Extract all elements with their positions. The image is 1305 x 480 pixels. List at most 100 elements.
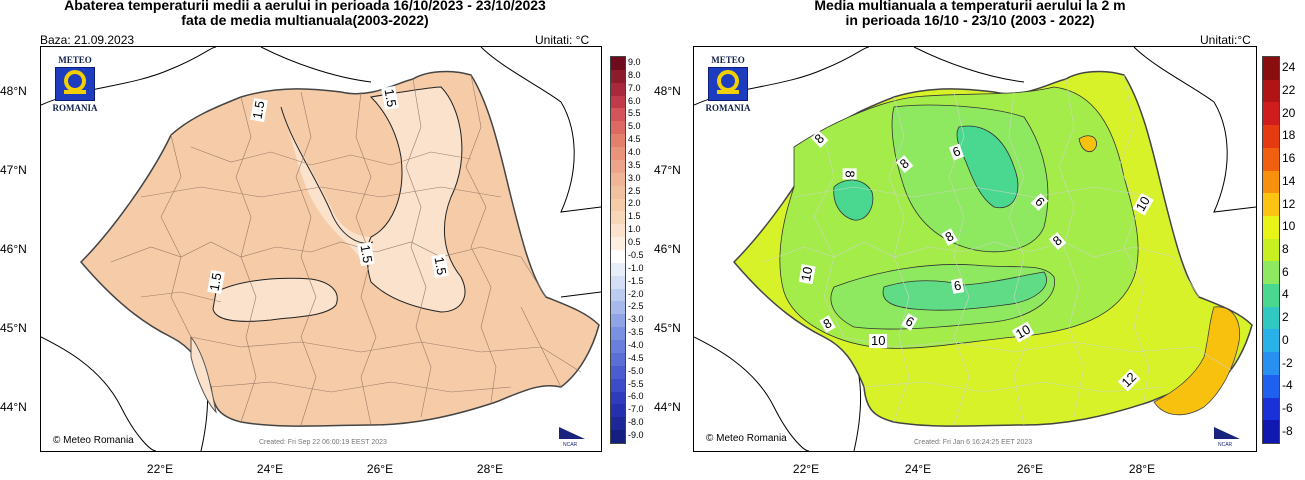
left-colorbar-labels: 9.0 8.0 7.0 6.0 5.5 5.0 4.5 4.0 3.5 3.0 2.5 2.0 1.5 1…	[628, 56, 658, 442]
right-units: Unitati:°C	[1200, 33, 1251, 47]
right-colorbar-swatch	[1263, 420, 1279, 444]
right-colorbar-swatch	[1263, 170, 1279, 194]
left-colorbar-swatch	[611, 365, 625, 380]
left-lat-48: 48°N	[0, 84, 27, 98]
right-colorbar-label: -6	[1282, 400, 1293, 415]
right-logo-top-text: METEO	[711, 55, 745, 65]
left-lat-45: 45°N	[0, 321, 27, 335]
left-colorbar-label: -5.5	[628, 378, 644, 389]
left-colorbar-label: 4.0	[628, 147, 641, 157]
right-colorbar-label: 4	[1282, 287, 1289, 302]
right-lat-46: 46°N	[654, 242, 681, 256]
right-colorbar-swatch	[1263, 102, 1279, 126]
left-colorbar-swatch	[611, 327, 625, 341]
right-colorbar-label: 20	[1282, 105, 1296, 120]
left-colorbar-swatch	[611, 314, 625, 328]
left-colorbar-swatch	[611, 69, 625, 84]
left-colorbar-swatch	[611, 121, 625, 135]
right-zone-8c	[833, 179, 874, 221]
left-colorbar-label: 9.0	[628, 56, 641, 67]
right-colorbar-label: -4	[1282, 378, 1293, 393]
left-lat-46: 46°N	[0, 242, 27, 256]
left-title-line1: Abaterea temperaturii medii a aerului in…	[64, 0, 546, 13]
left-colorbar-label: -3.0	[628, 314, 644, 325]
left-colorbar-swatch	[611, 288, 625, 302]
left-colorbar-label: -6.0	[628, 391, 644, 402]
right-colorbar-label: 12	[1282, 196, 1296, 211]
left-colorbar-label: 5.5	[628, 108, 641, 119]
right-contour-label-10: 10	[869, 333, 888, 348]
left-colorbar-label: 2.5	[628, 185, 641, 196]
right-colorbar-swatch	[1263, 79, 1279, 103]
right-colorbar-swatch	[1263, 125, 1279, 149]
left-colorbar-swatch	[611, 147, 625, 161]
left-contour-label-2: 1.5	[381, 85, 400, 111]
left-colorbar-swatch	[611, 224, 625, 238]
left-colorbar-swatch	[611, 108, 625, 122]
left-colorbar-label: 3.0	[628, 172, 641, 183]
left-ncar-logo-icon: NCAR	[559, 427, 585, 448]
left-colorbar-label: -4.5	[628, 352, 644, 363]
right-contour-label-4: 8	[842, 168, 858, 180]
right-colorbar-label: 8	[1282, 242, 1289, 256]
right-colorbar-label: 2	[1282, 310, 1289, 325]
left-colorbar-label: 1.0	[628, 224, 641, 235]
right-colorbar-label: 10	[1282, 219, 1296, 234]
left-map-panel: 1.5 1.5 1.5 1.5 1.5 METEO ROMANIA © Mete…	[40, 46, 602, 452]
right-colorbar-label: 18	[1282, 128, 1296, 143]
right-lon-26: 26°E	[1016, 462, 1044, 476]
copyright-icon: ©	[53, 435, 61, 446]
svg-text:NCAR: NCAR	[1218, 442, 1233, 447]
right-hot-spot	[1078, 135, 1097, 153]
left-colorbar-label: -9.0	[628, 430, 644, 441]
right-colorbar-swatch	[1263, 329, 1279, 353]
right-colorbar-label: -2	[1282, 355, 1293, 370]
right-colorbar-labels: 24 22 20 18 16 14 12 10 8 6 4 2 0 -2 -4 -6 -8	[1282, 56, 1304, 442]
left-lon-24: 24°E	[256, 462, 284, 476]
left-colorbar-swatch	[611, 275, 625, 290]
left-colorbar-label: -2.0	[628, 288, 644, 299]
right-colorbar-label: 14	[1282, 173, 1296, 188]
left-colorbar-label: -5.0	[628, 365, 644, 376]
right-colorbar-swatch	[1263, 215, 1279, 240]
right-title-line2: in perioada 16/10 - 23/10 (2003 - 2022)	[845, 12, 1095, 28]
right-county-lines	[763, 74, 1235, 426]
left-colorbar-swatch	[611, 340, 625, 354]
left-title-line2: fata de media multianuala(2003-2022)	[181, 12, 429, 28]
left-contour-north	[280, 106, 374, 244]
logo-emblem-icon	[708, 67, 748, 101]
left-colorbar-swatch	[611, 211, 625, 225]
left-romania-shape	[79, 70, 600, 427]
left-lon-22: 22°E	[146, 462, 174, 476]
left-colorbar-label: 7.0	[628, 82, 641, 93]
left-colorbar-swatch	[611, 301, 625, 315]
left-lon-26: 26°E	[366, 462, 394, 476]
right-logo-bottom-text: ROMANIA	[705, 103, 751, 113]
right-meteo-logo: METEO ROMANIA	[698, 55, 758, 127]
right-lat-45: 45°N	[654, 321, 681, 335]
left-logo-bottom-text: ROMANIA	[52, 103, 98, 113]
right-map-panel: 8 6 8 8 6 10 8 8 6 10 10 12 10 8 6 METEO…	[693, 46, 1257, 452]
left-colorbar-label: 4.5	[628, 134, 641, 145]
left-colorbar-label: -7.0	[628, 404, 644, 415]
left-zone-center	[212, 277, 338, 322]
left-lat-47: 47°N	[0, 163, 27, 177]
left-colorbar-swatch	[611, 185, 625, 200]
left-zone-southwest	[190, 335, 217, 414]
right-colorbar-swatch	[1263, 57, 1279, 81]
left-colorbar-swatch	[611, 262, 625, 277]
left-colorbar-swatch	[611, 352, 625, 367]
right-lat-48: 48°N	[654, 84, 681, 98]
left-colorbar-swatch	[611, 430, 625, 444]
left-county-lines	[110, 74, 582, 426]
svg-text:NCAR: NCAR	[563, 442, 578, 447]
left-colorbar-swatch	[611, 57, 625, 71]
left-colorbar-label: -2.5	[628, 301, 644, 312]
right-lon-24: 24°E	[904, 462, 932, 476]
left-created: Created: Fri Sep 22 06:00:19 EEST 2023	[259, 439, 387, 446]
left-colorbar-swatch	[611, 172, 625, 187]
right-lon-28: 28°E	[1128, 462, 1156, 476]
left-colorbar-swatch	[611, 417, 625, 431]
right-colorbar-swatch	[1263, 193, 1279, 217]
right-contour-label-9: 6	[950, 277, 965, 294]
